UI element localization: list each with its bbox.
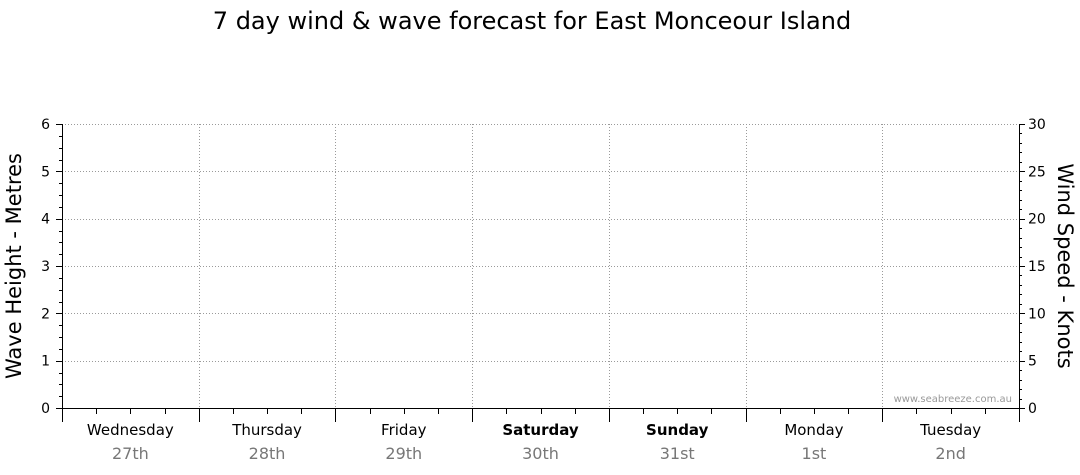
left-tick-label: 6	[41, 117, 50, 133]
right-tick-label: 10	[1028, 306, 1046, 322]
day-name-label: Tuesday	[919, 421, 981, 439]
right-tick-label: 25	[1028, 164, 1046, 180]
day-name-label: Wednesday	[87, 421, 174, 439]
grid-layer	[62, 124, 1019, 408]
left-tick-label: 1	[41, 354, 50, 370]
day-date-label: 31st	[660, 444, 695, 463]
right-tick-label: 30	[1028, 117, 1046, 133]
right-tick-label: 5	[1028, 354, 1037, 370]
watermark-text: www.seabreeze.com.au	[894, 394, 1012, 405]
right-axis-title: Wind Speed - Knots	[1053, 163, 1077, 368]
chart-title: 7 day wind & wave forecast for East Monc…	[213, 7, 851, 35]
left-tick-label: 3	[41, 259, 50, 275]
day-date-label: 2nd	[935, 444, 965, 463]
right-tick-label: 15	[1028, 259, 1046, 275]
day-name-label: Saturday	[502, 421, 579, 439]
left-tick-label: 0	[41, 401, 50, 417]
left-tick-label: 5	[41, 164, 50, 180]
right-tick-label: 20	[1028, 212, 1046, 228]
day-date-label: 27th	[112, 444, 149, 463]
axis-layer	[56, 124, 1025, 422]
left-tick-label: 4	[41, 212, 50, 228]
left-tick-label: 2	[41, 306, 50, 322]
day-name-label: Thursday	[231, 421, 302, 439]
day-date-label: 28th	[249, 444, 286, 463]
day-name-label: Sunday	[646, 421, 709, 439]
day-date-label: 29th	[385, 444, 422, 463]
day-name-label: Friday	[381, 421, 427, 439]
day-date-label: 1st	[802, 444, 827, 463]
day-label-layer: Wednesday 27th Thursday 28th Friday 29th Satur…	[87, 421, 981, 463]
left-axis-title: Wave Height - Metres	[2, 153, 26, 379]
tick-layer: 0 1 2 3 4 5 6 0 5 10 15 20 25 30	[41, 117, 1046, 417]
day-date-label: 30th	[522, 444, 559, 463]
right-tick-label: 0	[1028, 401, 1037, 417]
day-name-label: Monday	[784, 421, 843, 439]
